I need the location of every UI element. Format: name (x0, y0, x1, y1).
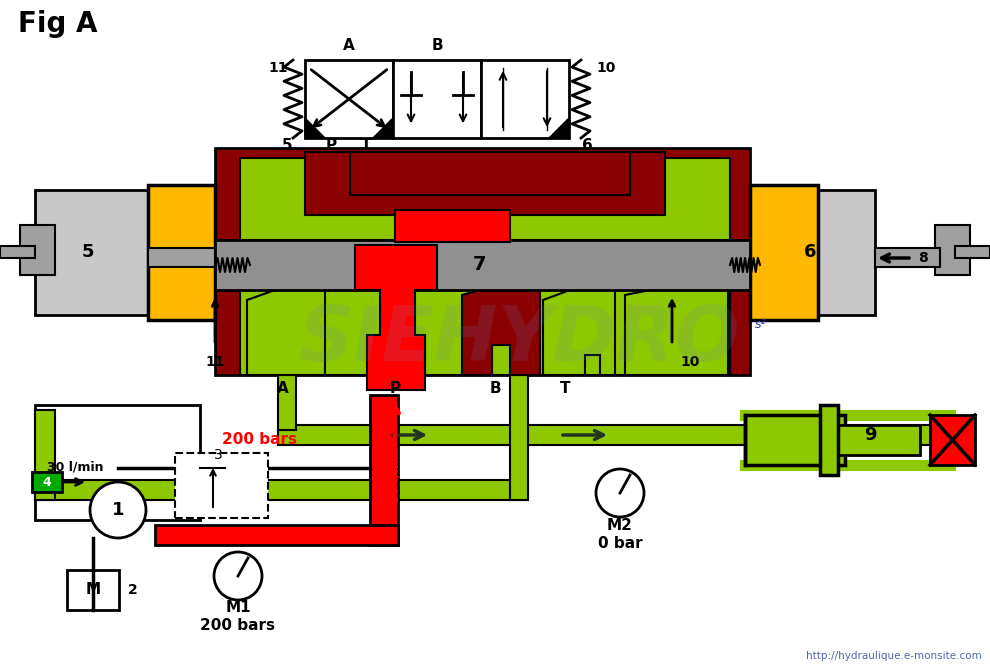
Bar (240, 158, 730, 240)
Bar (395, 210, 510, 242)
Text: 2: 2 (128, 583, 138, 597)
Text: 11: 11 (268, 61, 288, 75)
Bar (35, 410, 55, 500)
Polygon shape (355, 245, 437, 390)
Text: s²: s² (755, 318, 766, 331)
Text: 4: 4 (43, 476, 51, 488)
Text: 30 l/min: 30 l/min (47, 460, 103, 474)
Bar (838, 425, 920, 455)
Text: Fig A: Fig A (18, 10, 97, 38)
Polygon shape (247, 290, 325, 375)
Bar (175, 453, 268, 518)
Polygon shape (373, 118, 393, 138)
Circle shape (90, 482, 146, 538)
Bar (820, 405, 838, 475)
Bar (215, 240, 750, 290)
Text: 200 bars: 200 bars (201, 618, 275, 632)
Bar (148, 185, 215, 320)
Bar (35, 405, 200, 520)
Text: 5: 5 (282, 138, 292, 153)
Circle shape (214, 552, 262, 600)
Text: 9: 9 (863, 426, 876, 444)
Polygon shape (543, 290, 615, 375)
Bar (745, 415, 845, 465)
Text: T: T (361, 138, 372, 153)
Bar (0, 246, 35, 258)
Text: 6: 6 (804, 243, 816, 261)
Text: http://hydraulique.e-monsite.com: http://hydraulique.e-monsite.com (806, 651, 982, 661)
Text: 6: 6 (582, 138, 592, 153)
Text: 8: 8 (918, 251, 928, 265)
Text: A: A (344, 38, 354, 53)
Bar (35, 480, 528, 500)
Bar (32, 472, 62, 492)
Text: 1: 1 (112, 501, 125, 519)
Polygon shape (625, 290, 728, 375)
Text: T: T (559, 381, 570, 396)
Text: SIEHYDRO: SIEHYDRO (299, 303, 741, 377)
Bar (481, 60, 569, 138)
Text: P: P (389, 381, 401, 396)
Bar (305, 152, 665, 215)
Bar (875, 248, 940, 267)
Bar (750, 190, 875, 315)
Text: P: P (326, 138, 337, 153)
Bar (35, 190, 148, 315)
Bar (350, 152, 630, 195)
Bar (305, 60, 393, 138)
Bar (278, 375, 296, 430)
Text: A: A (277, 381, 289, 396)
Text: 10: 10 (596, 61, 616, 75)
Bar (370, 395, 398, 545)
Text: 7: 7 (473, 255, 487, 275)
Bar (20, 225, 55, 275)
Bar (510, 375, 528, 500)
Polygon shape (549, 118, 569, 138)
Text: 200 bars: 200 bars (223, 432, 298, 448)
Text: M: M (85, 582, 101, 598)
Bar (215, 148, 750, 240)
Bar (955, 246, 990, 258)
Text: M1: M1 (225, 600, 250, 614)
Bar (930, 415, 975, 465)
Bar (393, 60, 481, 138)
Text: B: B (432, 38, 443, 53)
Polygon shape (305, 118, 325, 138)
Text: 3: 3 (214, 448, 223, 462)
Polygon shape (462, 290, 540, 375)
Text: M2: M2 (607, 518, 633, 532)
Text: 0 bar: 0 bar (598, 536, 643, 550)
Bar (155, 525, 398, 545)
Text: 10: 10 (680, 355, 699, 369)
Bar (278, 425, 950, 445)
Text: 5: 5 (82, 243, 94, 261)
Text: B: B (489, 381, 501, 396)
Circle shape (596, 469, 644, 517)
Text: 11: 11 (205, 355, 225, 369)
Bar (148, 248, 215, 267)
Bar (67, 570, 119, 610)
Bar (750, 185, 818, 320)
Bar (935, 225, 970, 275)
Bar (240, 285, 730, 375)
Text: 30 l/min: 30 l/min (388, 447, 402, 503)
Bar (215, 285, 750, 375)
